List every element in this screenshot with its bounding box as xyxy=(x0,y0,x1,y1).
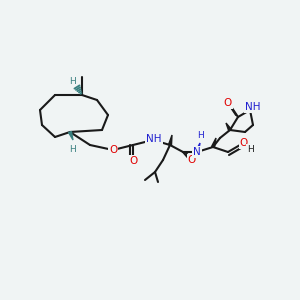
Text: NH: NH xyxy=(245,102,261,112)
Text: NH: NH xyxy=(146,134,162,144)
Text: H: H xyxy=(196,131,203,140)
Text: O: O xyxy=(129,156,137,166)
Polygon shape xyxy=(196,143,200,152)
Polygon shape xyxy=(212,138,216,148)
Text: O: O xyxy=(109,145,117,155)
Text: H: H xyxy=(70,146,76,154)
Text: H: H xyxy=(247,145,254,154)
Polygon shape xyxy=(169,135,172,145)
Text: H: H xyxy=(69,77,75,86)
Text: N: N xyxy=(193,147,201,157)
Text: O: O xyxy=(224,98,232,108)
Text: O: O xyxy=(188,155,196,165)
Polygon shape xyxy=(226,123,231,131)
Polygon shape xyxy=(69,131,73,140)
Text: O: O xyxy=(240,138,248,148)
